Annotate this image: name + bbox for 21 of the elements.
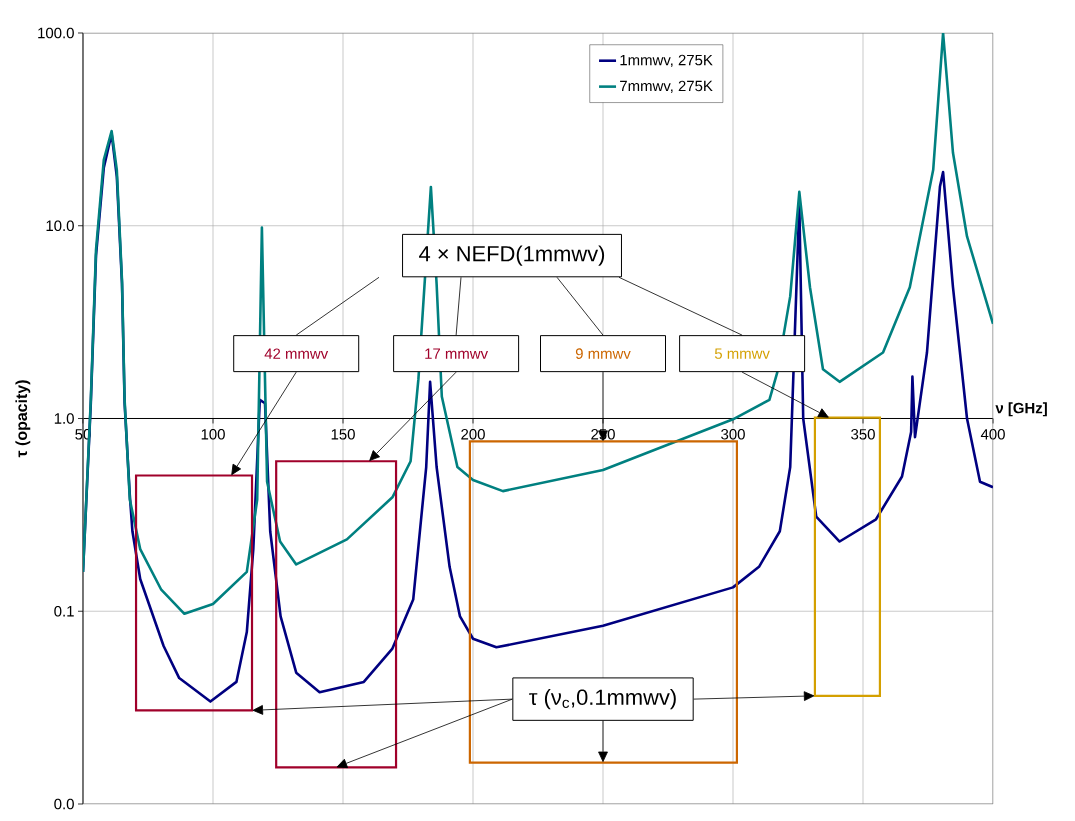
y-tick-label: 1.0 — [54, 413, 74, 424]
x-tick-label: 100 — [201, 428, 225, 440]
y-axis-title: τ (opacity) — [15, 380, 31, 458]
x-tick-label: 400 — [980, 428, 1005, 440]
annotation: 4 × NEFD(1mmwv) — [419, 245, 605, 266]
annotation: 9 mmwv — [575, 348, 631, 359]
y-tick-label: 10.0 — [46, 220, 74, 232]
annotation: 17 mmwv — [425, 348, 489, 359]
annotation: τ (ν$_{c}$,0.1mmwv) — [529, 688, 676, 710]
x-axis-title: ν [GHz] — [995, 402, 1047, 417]
annotation: 5 mmwv — [714, 348, 770, 359]
x-tick-label: 150 — [331, 428, 355, 440]
y-tick-label: 0.1 — [54, 605, 74, 617]
y-tick-label: 100.0 — [38, 27, 74, 39]
x-tick-label: 300 — [721, 428, 745, 440]
legend-label: 7mmwv, 275K — [620, 80, 713, 93]
annotation: 42 mmwv — [264, 348, 329, 359]
legend-label: 1mmwv, 275K — [620, 54, 713, 68]
y-tick-label: 0.0 — [54, 798, 74, 810]
x-tick-label: 200 — [461, 428, 485, 440]
x-tick-label: 350 — [851, 428, 875, 440]
